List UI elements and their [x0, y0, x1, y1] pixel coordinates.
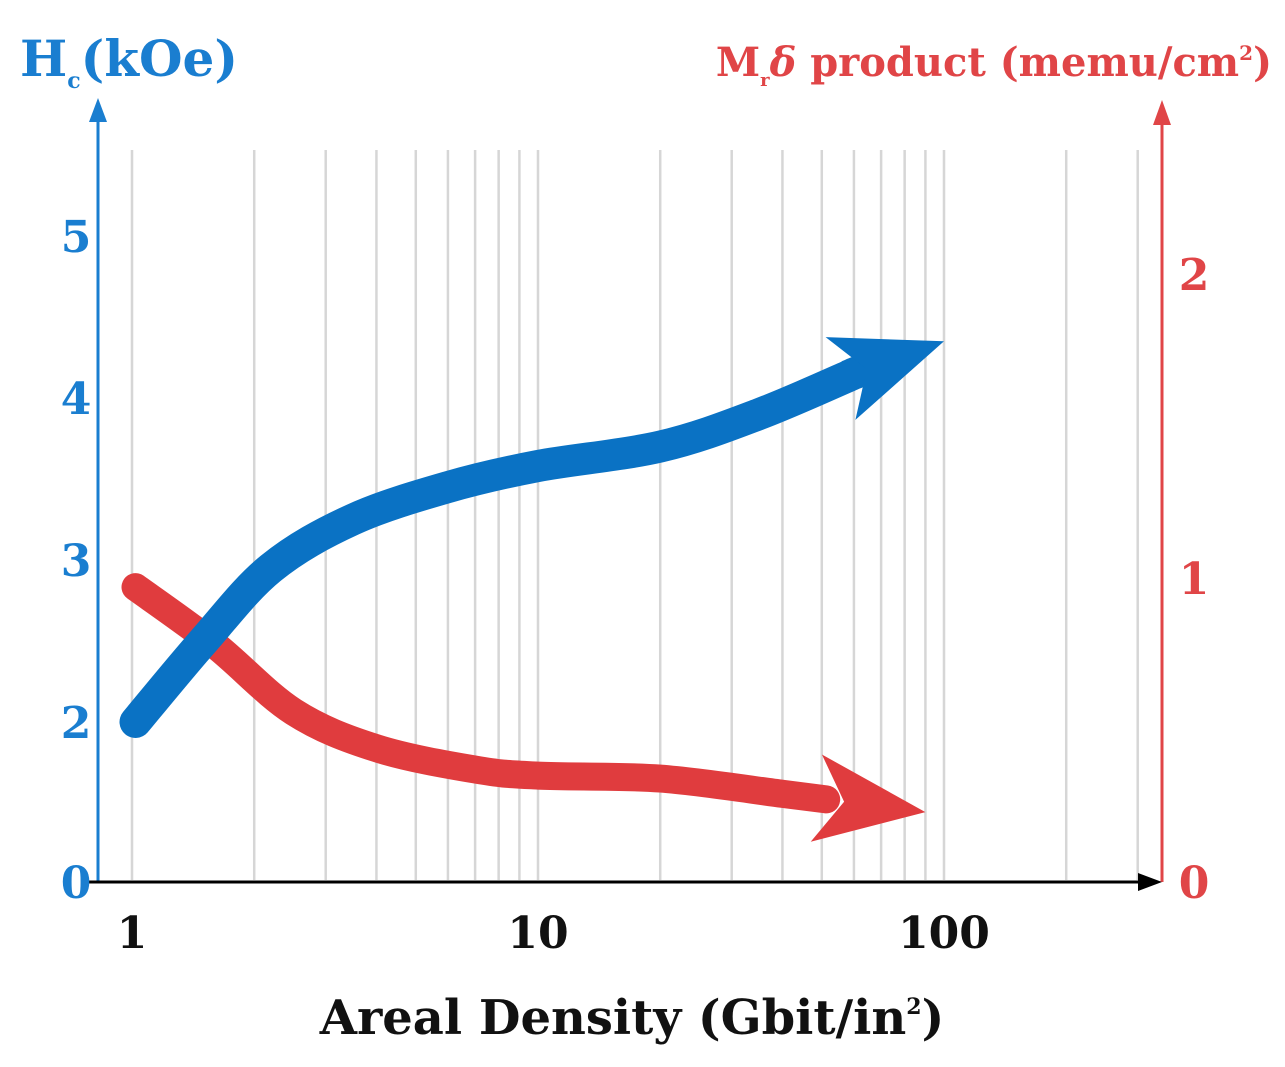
left-axis-title: Hc(kOe): [20, 29, 238, 94]
left-tick-label: 5: [61, 212, 92, 263]
mr-delta-trend: [121, 573, 926, 842]
left-tick-label: 2: [61, 698, 92, 749]
left-tick-label: 3: [61, 536, 92, 587]
x-tick-label: 100: [898, 908, 990, 959]
right-tick-label: 1: [1179, 554, 1210, 605]
trend-arrowhead: [810, 754, 926, 842]
right-tick-label: 2: [1179, 250, 1210, 301]
left-axis-arrowhead: [89, 98, 107, 122]
right-axis-title: Mrδ product (memu/cm2): [716, 39, 1272, 91]
x-axis-title: Areal Density (Gbit/in2): [319, 990, 945, 1046]
hc-trend: [119, 337, 944, 738]
x-tick-label: 1: [117, 908, 148, 959]
left-tick-label: 4: [61, 374, 92, 425]
trend-line: [121, 573, 841, 814]
x-tick-label: 10: [507, 908, 568, 959]
right-axis-arrowhead: [1153, 100, 1171, 125]
left-tick-label: 0: [61, 858, 92, 909]
trend-curves: [119, 337, 944, 842]
right-tick-label: 0: [1179, 858, 1210, 909]
x-axis-arrowhead: [1138, 873, 1162, 891]
trend-arrowhead: [825, 337, 944, 420]
gridlines: [130, 150, 1139, 880]
trend-line: [119, 355, 876, 738]
